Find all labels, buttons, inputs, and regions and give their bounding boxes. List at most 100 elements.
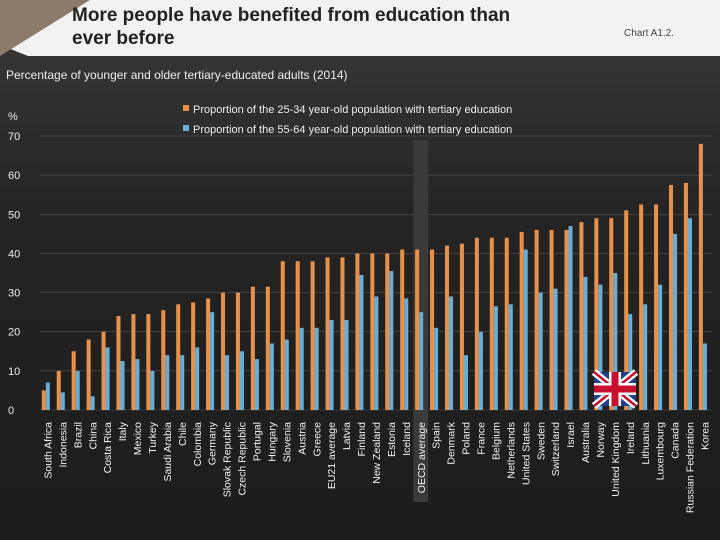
bar-old-estonia [389, 271, 394, 410]
bar-young-norway [594, 218, 599, 410]
x-tick-label: Finland [356, 422, 368, 457]
x-tick-label: Canada [670, 422, 682, 459]
x-tick-label: Lithuania [640, 422, 652, 465]
bar-old-denmark [449, 296, 454, 410]
bar-old-indonesia [60, 392, 65, 410]
bar-young-turkey [146, 314, 151, 410]
x-tick-label: Turkey [147, 421, 159, 453]
bar-old-italy [120, 361, 125, 410]
bar-young-austria [295, 261, 300, 410]
bar-old-lithuania [643, 304, 648, 410]
bar-old-austria [299, 327, 304, 410]
y-tick-label: 60 [8, 170, 20, 182]
bar-old-costa-rica [105, 347, 110, 410]
bar-young-indonesia [56, 370, 61, 410]
bar-young-luxembourg [654, 204, 659, 410]
bar-old-canada [673, 233, 678, 410]
bar-young-korea [698, 143, 703, 411]
x-tick-label: United Kingdom [610, 422, 622, 497]
x-tick-label: New Zealand [371, 422, 383, 484]
legend-label-young: Proportion of the 25-34 year-old populat… [193, 104, 512, 116]
bar-old-slovak-republic [225, 355, 230, 410]
x-tick-label: Colombia [192, 422, 204, 467]
bar-old-colombia [195, 347, 200, 410]
x-tick-label: United States [520, 422, 532, 485]
bar-old-netherlands [508, 304, 513, 410]
bar-young-russian-federation [683, 182, 688, 410]
header-band-right [540, 0, 720, 56]
x-tick-label: Mexico [132, 422, 144, 455]
x-tick-label: Switzerland [550, 422, 562, 476]
bar-young-brazil [71, 351, 76, 410]
x-tick-label: Czech Republic [237, 422, 249, 496]
x-tick-label: Slovenia [281, 422, 293, 462]
x-tick-label: Greece [311, 422, 323, 457]
bar-young-slovak-republic [220, 292, 226, 410]
x-tick-label: Korea [700, 422, 712, 450]
bar-young-colombia [191, 302, 196, 410]
x-tick-label: Latvia [341, 422, 353, 450]
x-tick-label: Iceland [401, 422, 413, 456]
bar-young-switzerland [549, 229, 554, 410]
x-tick-label: Sweden [535, 422, 547, 460]
bar-young-hungary [265, 286, 270, 410]
bar-young-poland [459, 243, 464, 410]
bar-old-latvia [344, 319, 349, 410]
bar-old-belgium [493, 306, 498, 410]
bar-old-switzerland [553, 288, 558, 410]
x-tick-label: Norway [595, 421, 607, 457]
y-tick-label: 20 [8, 327, 20, 339]
bar-old-united-kingdom [613, 273, 618, 410]
x-tick-label: Chile [177, 422, 189, 446]
x-tick-label: Costa Rica [102, 422, 114, 474]
bar-old-sweden [538, 292, 543, 410]
bar-old-israel [568, 226, 573, 410]
bar-old-luxembourg [658, 284, 663, 410]
bar-old-turkey [150, 370, 155, 410]
bar-young-south-africa [41, 390, 46, 410]
legend-swatch-old [183, 125, 189, 131]
bar-old-saudi-arabia [165, 355, 170, 410]
x-tick-label: Saudi Arabia [162, 422, 174, 482]
bar-old-mexico [135, 359, 140, 410]
bar-young-eu21-average [325, 257, 330, 410]
bar-young-czech-republic [235, 292, 240, 410]
bar-old-south-africa [45, 382, 50, 410]
bar-old-hungary [269, 343, 274, 410]
bar-young-australia [579, 222, 584, 410]
bar-young-germany [206, 298, 211, 410]
bar-young-china [86, 339, 91, 410]
legend-swatch-young [183, 105, 189, 111]
bar-old-chile [180, 355, 185, 410]
bar-young-ireland [624, 210, 629, 410]
bar-old-czech-republic [239, 351, 244, 410]
bar-old-iceland [404, 298, 409, 410]
bar-old-australia [583, 276, 588, 410]
bar-old-united-states [523, 249, 528, 410]
bar-young-united-states [519, 231, 524, 410]
bar-young-saudi-arabia [161, 310, 166, 410]
bar-young-greece [310, 261, 315, 410]
bar-old-norway [598, 284, 603, 410]
bar-young-portugal [250, 286, 255, 410]
bar-young-italy [116, 316, 121, 410]
bar-old-korea [702, 343, 707, 410]
x-tick-label: Portugal [252, 422, 264, 461]
bar-old-eu21-average [329, 319, 334, 410]
x-tick-label: China [87, 422, 99, 450]
bar-old-portugal [254, 359, 259, 410]
bar-young-latvia [340, 257, 345, 410]
x-tick-label: Estonia [386, 422, 398, 457]
x-tick-label: Indonesia [57, 422, 69, 468]
y-tick-label: 50 [8, 209, 20, 221]
bar-old-china [90, 396, 95, 410]
bar-old-brazil [75, 370, 80, 410]
chart-subtitle: Percentage of younger and older tertiary… [6, 68, 348, 82]
bar-young-slovenia [280, 261, 285, 410]
bar-young-united-kingdom [609, 218, 614, 410]
y-tick-label: 30 [8, 288, 20, 300]
bar-old-spain [434, 327, 439, 410]
x-axis-ticks: South Africa Indonesia Brazil China Costa Ri… [42, 421, 711, 513]
bar-young-sweden [534, 229, 539, 410]
